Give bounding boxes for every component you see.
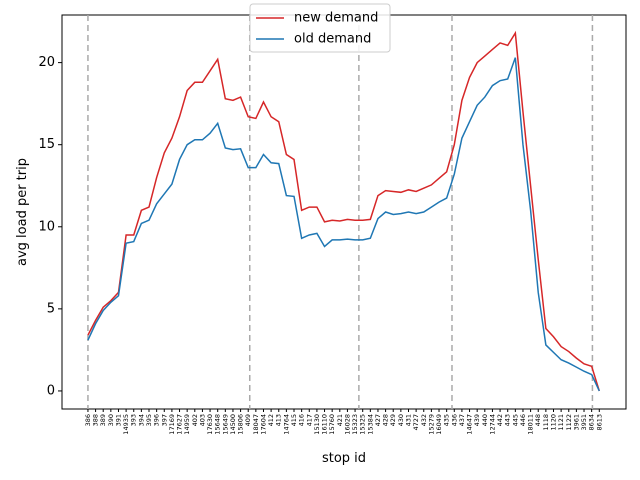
- x-tick-label: 417: [305, 414, 313, 426]
- x-tick-label: 15648: [214, 414, 222, 435]
- plot-frame: [61, 14, 627, 410]
- x-tick-label: 18011: [527, 414, 535, 435]
- x-tick-label: 442: [496, 414, 504, 426]
- x-tick-label: 430: [397, 414, 405, 426]
- y-tick-label: 20: [38, 55, 55, 70]
- x-tick-label: 15279: [427, 414, 435, 435]
- line-series: [87, 30, 601, 392]
- x-tick-label: 3951: [580, 414, 588, 431]
- x-tick-label: 18047: [252, 414, 260, 435]
- x-tick-label: 8634: [588, 414, 596, 431]
- x-tick-label: 12744: [488, 414, 496, 435]
- y-tick-label: 0: [47, 383, 55, 398]
- y-axis-label: avg load per trip: [15, 158, 30, 266]
- x-tick-label: 4727: [412, 414, 420, 431]
- x-tick-label: 388: [92, 414, 100, 426]
- x-tick-label: 440: [481, 414, 489, 426]
- x-tick-label: 437: [458, 414, 466, 426]
- x-tick-label: 415: [290, 414, 298, 426]
- x-tick-label: 397: [160, 414, 168, 426]
- x-tick-label: 1120: [549, 414, 557, 431]
- x-tick-label: 1121: [557, 414, 565, 431]
- x-tick-label: 446: [519, 414, 527, 426]
- x-tick-label: 432: [420, 414, 428, 426]
- x-tick-label: 391: [114, 414, 122, 426]
- x-tick-label: 427: [374, 414, 382, 426]
- x-tick-label: 15323: [351, 414, 359, 435]
- x-tick-label: 15130: [313, 414, 321, 435]
- x-tick-label: 15649: [221, 414, 229, 435]
- x-tick-label: 448: [534, 414, 542, 426]
- x-tick-label: 416: [298, 414, 306, 426]
- x-tick-label: 429: [389, 414, 397, 426]
- x-tick-label: 436: [450, 414, 458, 426]
- x-tick-label: 439: [473, 414, 481, 426]
- x-tick-label: 1118: [542, 414, 550, 431]
- x-tick-label: 3961: [572, 414, 580, 431]
- x-tick-label: 15384: [366, 414, 374, 435]
- x-tick-label: 16049: [435, 414, 443, 435]
- x-tick-label: 14935: [122, 414, 130, 435]
- y-tick-label: 15: [38, 137, 55, 152]
- x-tick-label: 17169: [168, 414, 176, 435]
- x-tick-label: 14959: [183, 414, 191, 435]
- x-tick-label: 445: [511, 414, 519, 426]
- x-tick-label: 17604: [259, 414, 267, 435]
- x-tick-label: 395: [145, 414, 153, 426]
- x-tick-label: 17630: [206, 414, 214, 435]
- x-axis-label: stop id: [322, 451, 366, 466]
- x-tick-label: 8613: [595, 414, 603, 431]
- x-tick-label: 409: [244, 414, 252, 426]
- y-tick-label: 5: [47, 301, 55, 316]
- x-tick-label: 403: [198, 414, 206, 426]
- x-tick-label: 14647: [466, 414, 474, 435]
- legend-label: old demand: [294, 32, 371, 47]
- x-tick-label: 428: [382, 414, 390, 426]
- y-tick-label: 10: [38, 219, 55, 234]
- x-tick-label: 15325: [359, 414, 367, 435]
- x-tick-label: 14500: [229, 414, 237, 435]
- x-tick-label: 1122: [565, 414, 573, 431]
- x-tick-label: 393: [130, 414, 138, 426]
- x-tick-label: 394: [137, 414, 145, 426]
- x-tick-label: 412: [267, 414, 275, 426]
- line-series: [87, 57, 600, 392]
- x-tick-label: 389: [99, 414, 107, 426]
- x-tick-label: 15760: [328, 414, 336, 435]
- x-tick-label: 435: [443, 414, 451, 426]
- x-tick-label: 17627: [176, 414, 184, 435]
- x-tick-label: 16028: [343, 414, 351, 435]
- x-tick-label: 15806: [237, 414, 245, 435]
- x-tick-label: 413: [275, 414, 283, 426]
- x-tick-label: 402: [191, 414, 199, 426]
- x-tick-label: 14764: [282, 414, 290, 435]
- legend-box: [249, 3, 391, 53]
- x-tick-label: 16110: [321, 414, 329, 435]
- legend-label: new demand: [294, 11, 378, 26]
- x-tick-label: 390: [107, 414, 115, 426]
- x-tick-label: 443: [504, 414, 512, 426]
- x-tick-label: 396: [153, 414, 161, 426]
- x-tick-label: 386: [84, 414, 92, 426]
- x-tick-label: 431: [404, 414, 412, 426]
- x-tick-label: 421: [336, 414, 344, 426]
